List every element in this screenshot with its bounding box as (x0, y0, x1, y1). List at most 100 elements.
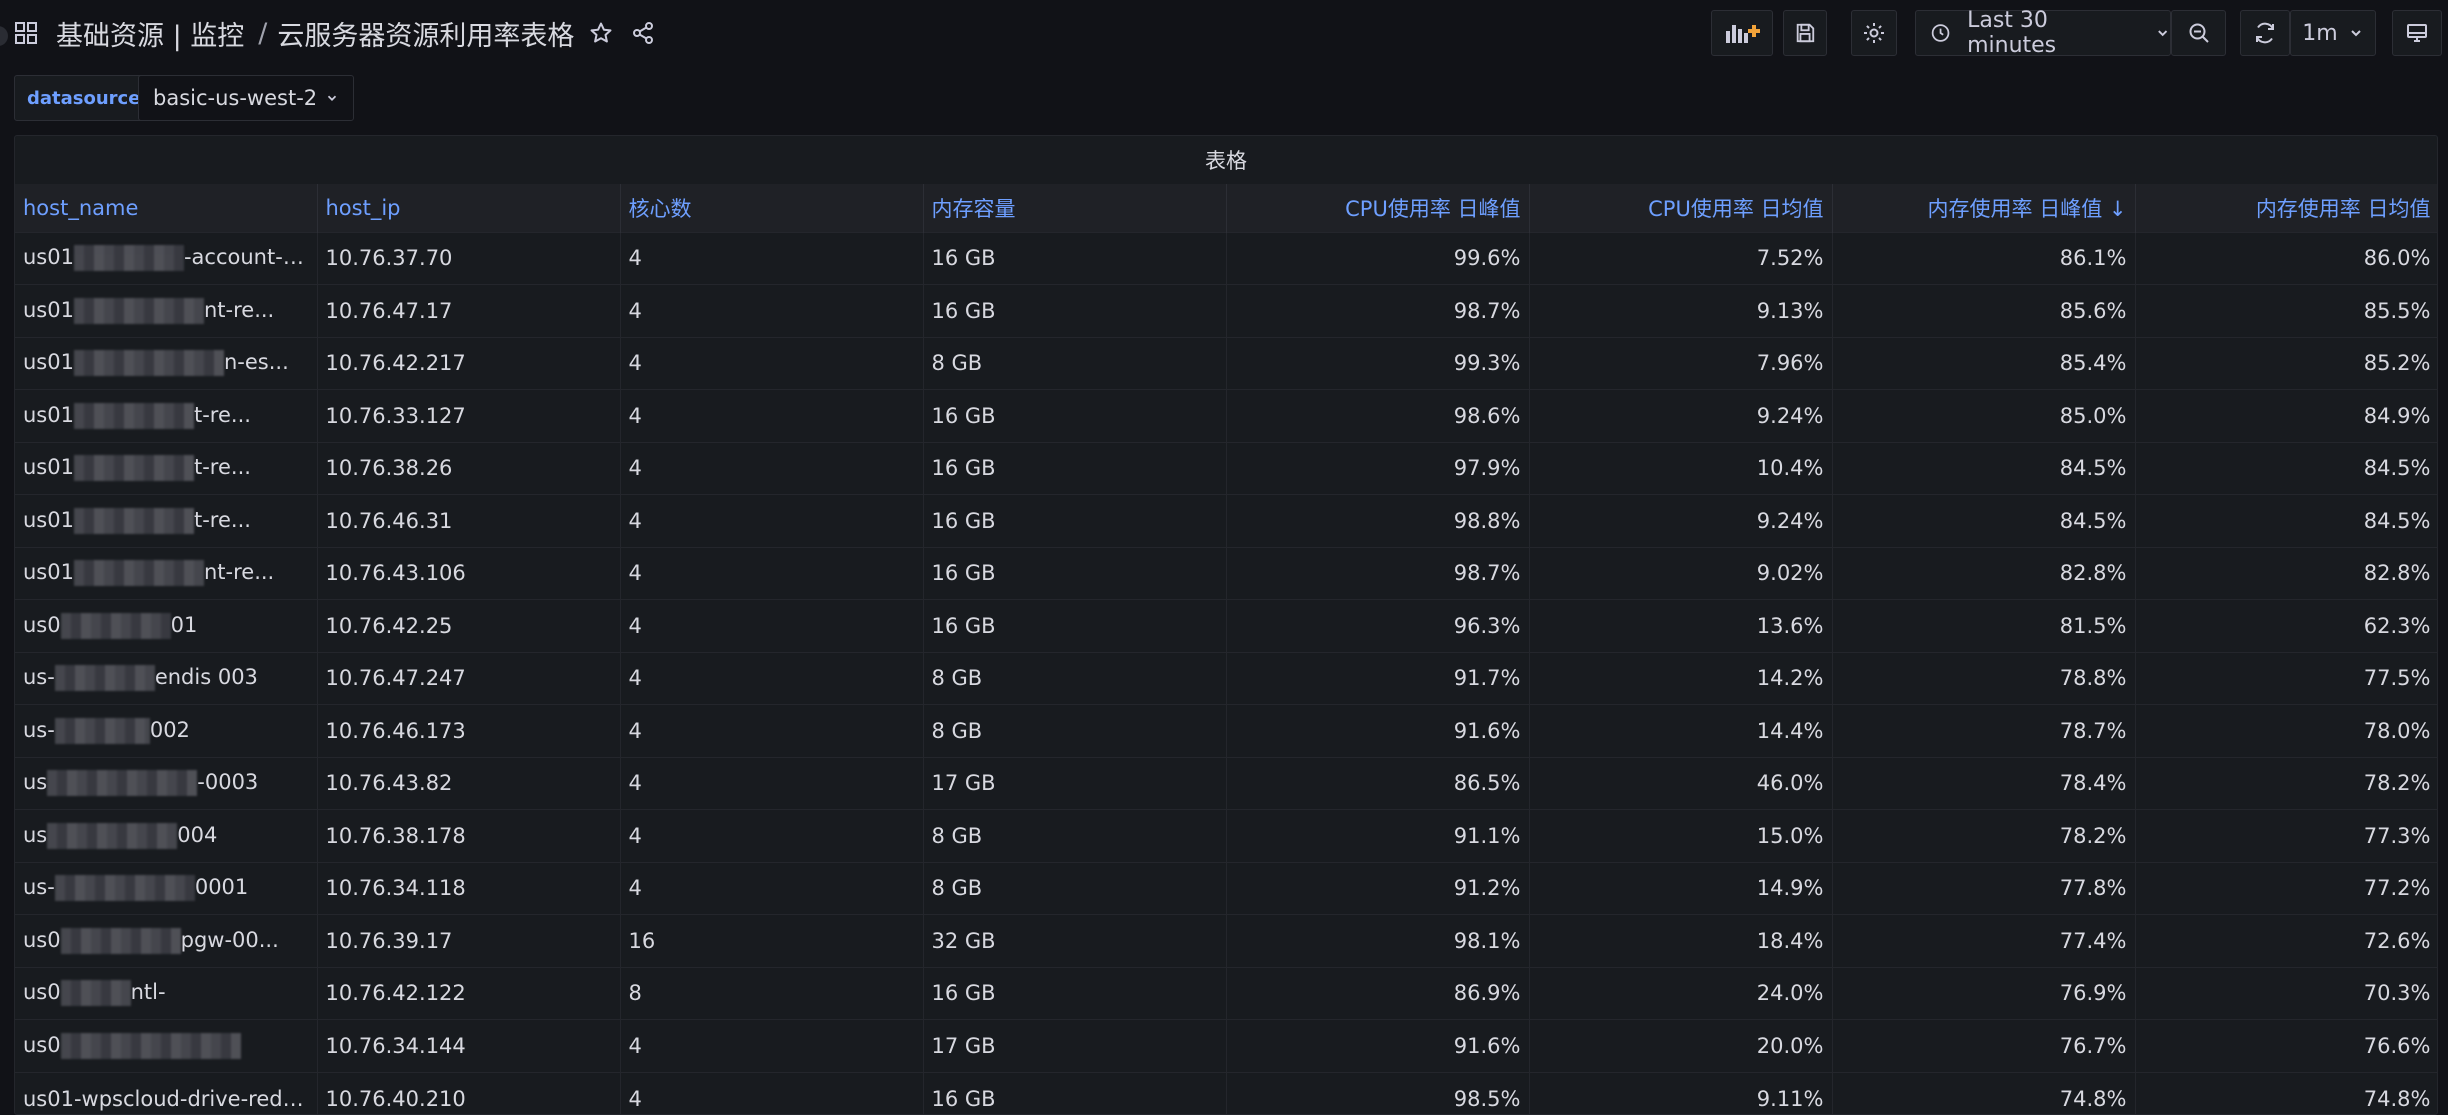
column-header-cpu-peak[interactable]: CPU使用率 日峰值 (1226, 184, 1530, 232)
redacted-mask (60, 612, 171, 639)
cell-host-ip: 10.76.42.122 (317, 966, 621, 1020)
refresh-button[interactable] (2240, 10, 2290, 56)
dashboard-settings-button[interactable] (1851, 10, 1897, 56)
refresh-interval-label: 1m (2302, 20, 2338, 46)
cell-mem-peak: 84.5% (1832, 441, 2136, 495)
cell-host-name: us 004 (15, 809, 318, 862)
host-name-start: us- (23, 717, 55, 742)
cell-mem-avg: 76.6% (2135, 1019, 2437, 1072)
cell-host-name: us0 ntl- (15, 966, 318, 1020)
cell-host-name: us01 nt-re... (15, 284, 318, 337)
monitor-icon (2407, 24, 2427, 42)
host-name-end: t-re... (193, 455, 251, 480)
sort-arrow-icon: ↓ (2108, 196, 2127, 221)
cell-mem-avg: 84.5% (2135, 494, 2437, 547)
redacted-mask (60, 1032, 241, 1059)
sidebar-toggle-handle[interactable] (0, 26, 8, 46)
cell-host-name: us01 t-re... (15, 441, 318, 495)
cell-mem-avg: 84.9% (2135, 389, 2437, 442)
cell-mem-avg: 77.2% (2135, 861, 2437, 915)
cell-cpu-peak: 98.1% (1226, 914, 1530, 967)
cell-host-ip: 10.76.47.247 (317, 651, 621, 705)
host-name-start: us01 (23, 560, 74, 585)
cell-cpu-peak: 99.6% (1226, 231, 1530, 285)
tv-mode-button[interactable] (2392, 10, 2442, 56)
cell-host-ip: 10.76.33.127 (317, 389, 621, 442)
zoom-out-button[interactable] (2171, 10, 2226, 56)
cell-mem-avg: 85.2% (2135, 336, 2437, 390)
cell-mem-avg: 62.3% (2135, 599, 2437, 652)
column-header-mem-peak-label: 内存使用率 日峰值 (1927, 196, 2103, 221)
cell-host-name: us01 -account-re... (15, 231, 318, 285)
column-header-mem-avg[interactable]: 内存使用率 日均值 (2135, 184, 2437, 232)
add-panel-button[interactable] (1711, 10, 1773, 56)
table-row: us- 0001 10.76.34.118 4 8 GB 91.2% 14.9% 77.8% 7… (15, 861, 2437, 915)
column-header-memory[interactable]: 内存容量 (923, 184, 1227, 232)
cell-cores: 8 (620, 966, 924, 1020)
datasource-select[interactable]: basic-us-west-2 (138, 75, 355, 121)
table-row: us01 t-re... 10.76.33.127 4 16 GB 98.6% 9.24% 8… (15, 389, 2437, 442)
host-name-end: pgw-00... (180, 927, 279, 952)
cell-host-name: us0 (15, 1019, 318, 1072)
cell-memory: 16 GB (923, 599, 1227, 652)
redacted-mask (54, 875, 195, 902)
table-row: us 004 10.76.38.178 4 8 GB 91.1% 15.0% 78.2% 77.… (15, 809, 2437, 862)
host-name-start: us0 (23, 612, 61, 637)
cell-host-name: us01 n-es... (15, 336, 318, 390)
cell-mem-peak: 77.8% (1832, 861, 2136, 915)
column-header-cores[interactable]: 核心数 (620, 184, 924, 232)
panel-title[interactable]: 表格 (1205, 149, 1247, 173)
time-range-picker[interactable]: Last 30 minutes (1915, 8, 2171, 58)
cell-mem-peak: 78.7% (1832, 704, 2136, 757)
cell-mem-peak: 81.5% (1832, 599, 2136, 652)
column-header-host-ip[interactable]: host_ip (317, 184, 621, 232)
cell-cpu-avg: 9.24% (1529, 494, 1833, 547)
cell-host-ip: 10.76.37.70 (317, 231, 621, 285)
host-name-start: us01 (23, 507, 74, 532)
cell-cpu-avg: 24.0% (1529, 966, 1833, 1020)
cell-mem-avg: 70.3% (2135, 966, 2437, 1020)
host-name-end: t-re... (193, 402, 251, 427)
cell-host-name: us01-wpscloud-drive-redis... (15, 1071, 318, 1114)
host-name-end: 01 (170, 612, 198, 637)
table-row: us0 ntl- 10.76.42.122 8 16 GB 86.9% 24.0% 76.9%… (15, 966, 2437, 1020)
refresh-interval-picker[interactable]: 1m (2290, 10, 2376, 56)
cell-host-name: us01 t-re... (15, 494, 318, 547)
cell-cores: 4 (620, 1019, 924, 1072)
cell-host-name: us -0003 (15, 756, 318, 810)
dashboard-title[interactable]: 云服务器资源利用率表格 (277, 20, 575, 52)
column-header-host-name[interactable]: host_name (15, 184, 318, 232)
host-name-start: us (23, 822, 48, 847)
cell-cores: 4 (620, 599, 924, 652)
cell-host-ip: 10.76.43.106 (317, 546, 621, 600)
host-name-end: 002 (149, 717, 190, 742)
cell-cores: 16 (620, 914, 924, 967)
host-name-end: nt-re... (203, 297, 275, 322)
chevron-down-icon (2351, 30, 2361, 37)
dashboards-grid-icon[interactable] (14, 21, 38, 45)
column-header-cpu-avg[interactable]: CPU使用率 日均值 (1529, 184, 1833, 232)
save-dashboard-button[interactable] (1783, 10, 1827, 56)
host-name-end: n-es... (223, 350, 289, 375)
add-panel-icon (1726, 25, 1760, 43)
save-icon (1796, 23, 1815, 43)
redacted-mask (54, 665, 155, 692)
share-icon[interactable] (628, 18, 658, 48)
cell-host-ip: 10.76.34.144 (317, 1019, 621, 1072)
cell-cpu-peak: 86.5% (1226, 756, 1530, 810)
column-header-mem-peak[interactable]: 内存使用率 日峰值 ↓ (1832, 184, 2136, 232)
cell-mem-avg: 78.2% (2135, 756, 2437, 810)
star-icon[interactable] (586, 18, 616, 48)
cell-host-ip: 10.76.38.26 (317, 441, 621, 495)
host-name-end: 0001 (194, 875, 249, 900)
cell-host-name: us0 01 (15, 599, 318, 652)
cell-host-name: us0 pgw-00... (15, 914, 318, 967)
cell-memory: 16 GB (923, 389, 1227, 442)
cell-host-name: us- 002 (15, 704, 318, 757)
cell-cpu-peak: 98.7% (1226, 546, 1530, 600)
cell-cpu-avg: 15.0% (1529, 809, 1833, 862)
breadcrumb-folder[interactable]: 基础资源 | 监控 (56, 20, 245, 52)
gear-icon (1864, 23, 1884, 43)
cell-memory: 8 GB (923, 704, 1227, 757)
redacted-mask (73, 507, 194, 534)
